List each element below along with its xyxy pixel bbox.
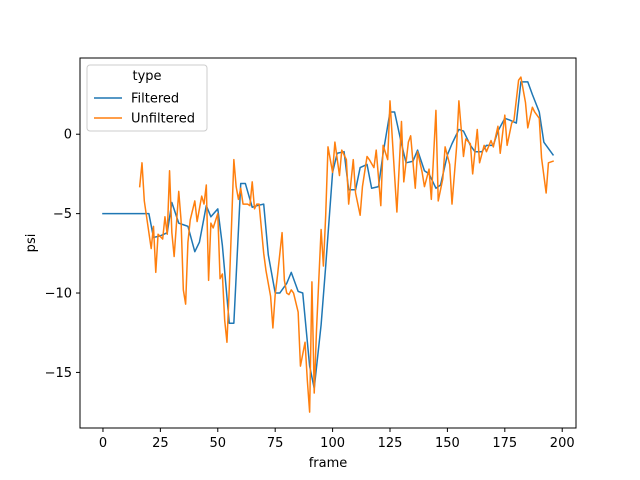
legend-label-unfiltered: Unfiltered: [131, 112, 195, 127]
x-tick-label: 200: [550, 436, 575, 451]
y-tick-label: −10: [45, 287, 72, 302]
y-tick-label: −5: [53, 207, 72, 222]
x-axis-label: frame: [309, 456, 348, 471]
legend-label-filtered: Filtered: [131, 92, 179, 107]
y-axis-ticks: −15 −10 −5 0: [45, 128, 80, 381]
y-tick-label: 0: [64, 128, 72, 143]
x-tick-label: 100: [320, 436, 345, 451]
x-tick-label: 50: [210, 436, 227, 451]
x-tick-label: 175: [492, 436, 517, 451]
x-tick-label: 0: [99, 436, 107, 451]
x-axis-ticks: 0 25 50 75 100 125 150 175 200: [99, 428, 575, 451]
plot-area: [102, 76, 555, 413]
y-axis-label: psi: [24, 234, 39, 253]
y-tick-label: −15: [45, 366, 72, 381]
x-tick-label: 125: [378, 436, 403, 451]
x-tick-label: 75: [267, 436, 284, 451]
x-tick-label: 25: [152, 436, 169, 451]
x-tick-label: 150: [435, 436, 460, 451]
axes-frame: [79, 57, 577, 429]
legend: type Filtered Unfiltered: [86, 64, 208, 132]
legend-box: [86, 64, 208, 132]
legend-title: type: [132, 69, 161, 84]
series-line-unfiltered: [138, 76, 554, 413]
